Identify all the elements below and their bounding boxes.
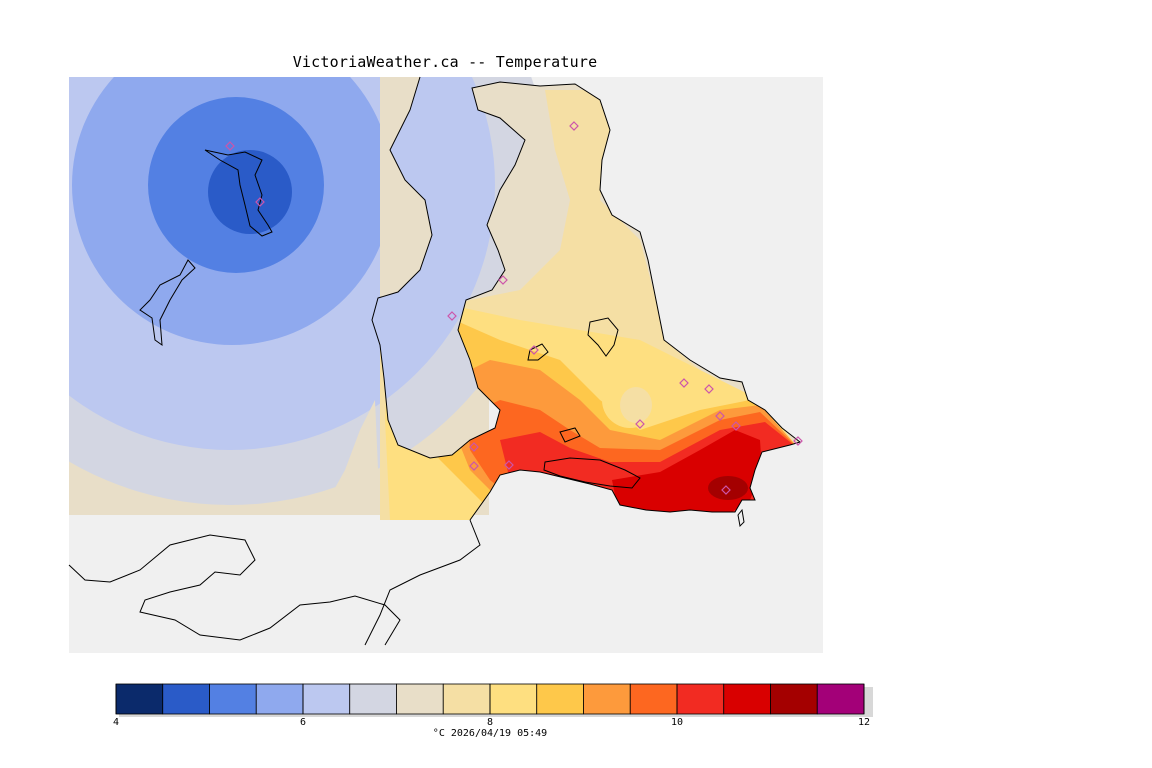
scale-swatch	[255, 683, 304, 715]
scale-tick-label: 8	[486, 717, 494, 728]
station-marker	[569, 121, 579, 131]
scale-tick-label: 12	[857, 717, 871, 728]
scale-swatch	[396, 683, 444, 715]
scale-swatch	[536, 683, 584, 715]
station-markers	[225, 121, 803, 495]
station-marker	[469, 442, 479, 452]
scale-swatch	[302, 683, 351, 715]
scale-swatch	[349, 683, 397, 715]
scale-swatch	[162, 683, 210, 715]
coastlines	[68, 76, 802, 646]
scale-swatch	[489, 683, 538, 715]
station-marker	[679, 378, 689, 388]
station-marker	[469, 461, 479, 471]
station-marker	[731, 421, 741, 431]
map-title: VictoriaWeather.ca -- Temperature	[292, 53, 598, 71]
station-marker	[529, 345, 539, 355]
station-marker	[715, 411, 725, 421]
scale-tick-label: 4	[112, 717, 120, 728]
scale-tick-label: 6	[299, 717, 307, 728]
station-marker	[255, 197, 265, 207]
scale-swatch	[676, 683, 725, 715]
station-marker	[793, 436, 803, 446]
station-marker	[447, 311, 457, 321]
scale-swatch	[770, 683, 818, 715]
scale-swatch	[209, 683, 257, 715]
scale-swatch	[816, 683, 865, 715]
scale-swatch	[583, 683, 631, 715]
scale-caption: °C 2026/04/19 05:49	[432, 728, 548, 739]
scale-swatch	[115, 683, 164, 715]
station-marker	[704, 384, 714, 394]
scale-swatch	[723, 683, 771, 715]
color-scale-bar	[115, 683, 873, 717]
station-marker	[504, 460, 514, 470]
station-marker	[635, 419, 645, 429]
station-marker	[225, 141, 235, 151]
temperature-field	[69, 77, 550, 515]
station-marker	[721, 485, 731, 495]
station-marker	[498, 275, 508, 285]
scale-swatch	[629, 683, 678, 715]
scale-swatch	[442, 683, 491, 715]
scale-tick-label: 10	[670, 717, 684, 728]
